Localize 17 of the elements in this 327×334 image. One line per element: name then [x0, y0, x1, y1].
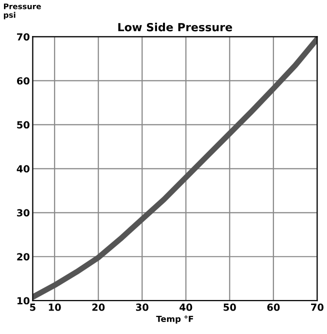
- y-tick-label: 60: [16, 77, 30, 85]
- y-tick-label: 10: [17, 297, 30, 304]
- x-axis-title: Temp °F: [156, 316, 194, 324]
- x-tick-label: 50: [224, 304, 236, 311]
- y-tick-label: 20: [17, 253, 30, 260]
- x-tick-label: 10: [48, 304, 61, 311]
- x-tick-label: 30: [136, 304, 148, 311]
- chart-title: Low Side Pressure: [118, 22, 232, 32]
- x-tick-label: 60: [267, 304, 280, 311]
- y-tick-label: 40: [16, 165, 30, 172]
- x-tick-label: 20: [92, 304, 105, 311]
- y-tick-label: 70: [17, 33, 30, 41]
- x-tick-label: 70: [311, 304, 324, 311]
- y-tick-label: 30: [17, 209, 30, 216]
- x-tick-label: 5: [30, 304, 36, 311]
- y-tick-label: 50: [17, 121, 30, 129]
- x-tick-label: 40: [180, 304, 192, 311]
